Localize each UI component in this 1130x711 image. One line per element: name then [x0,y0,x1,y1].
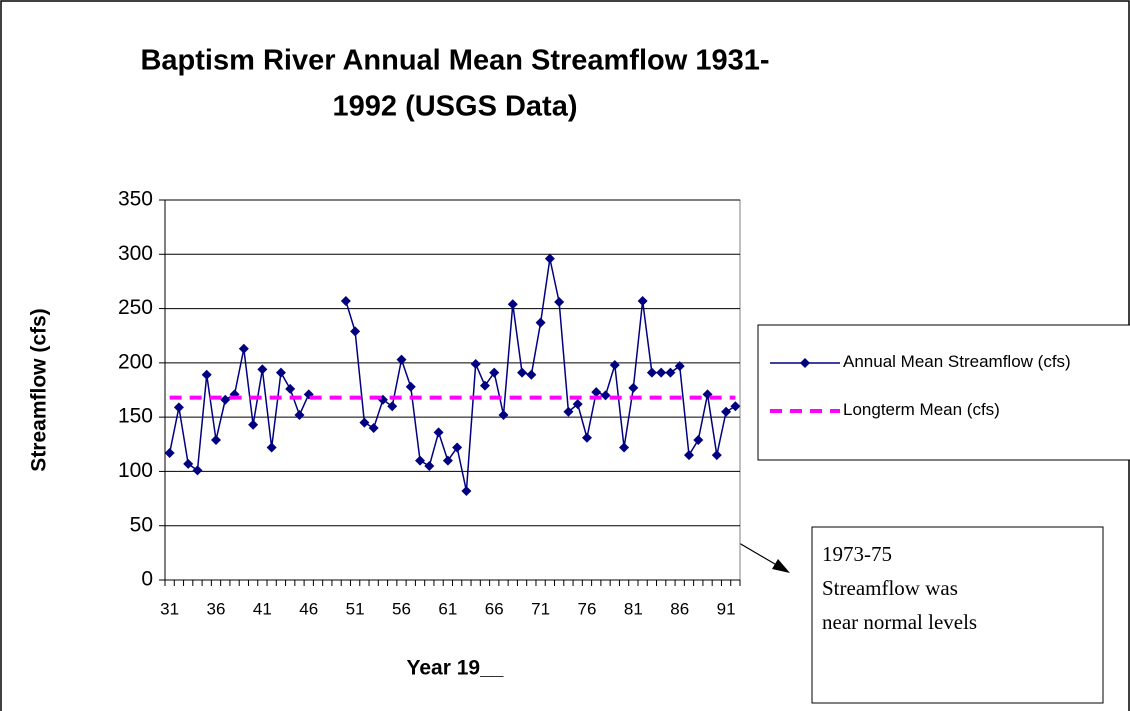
x-tick-label: 31 [160,599,179,618]
annotation-box [811,526,1104,704]
legend-entry: Annual Mean Streamflow (cfs) [843,352,1071,371]
chart-title: 1992 (USGS Data) [333,91,578,123]
data-point [591,387,602,398]
y-tick-label: 50 [130,513,153,536]
data-point [433,427,444,438]
data-point [405,381,416,392]
data-point [396,354,407,365]
x-tick-label: 56 [392,599,411,618]
data-point [600,390,611,401]
data-point [637,295,648,306]
data-point [665,367,676,378]
x-tick-label: 66 [485,599,504,618]
data-point [257,364,268,375]
data-point [683,450,694,461]
data-point [461,485,472,496]
data-point [359,417,370,428]
x-tick-label: 41 [253,599,272,618]
y-tick-label: 0 [141,568,153,591]
data-point [646,367,657,378]
x-tick-label: 81 [624,599,643,618]
data-point [544,253,555,264]
data-point [498,409,509,420]
data-point [275,367,286,378]
data-point [609,360,620,371]
data-point [581,432,592,443]
y-tick-label: 250 [118,296,153,319]
data-point [619,442,630,453]
data-point [563,406,574,417]
data-point [387,401,398,412]
data-point [350,326,361,337]
data-point [554,297,565,308]
annotation-text: near normal levels [822,610,977,634]
data-point [693,434,704,445]
chart-title: Baptism River Annual Mean Streamflow 193… [140,45,769,77]
data-point [572,399,583,410]
y-tick-label: 300 [118,242,153,265]
x-tick-label: 91 [717,599,736,618]
legend-label: Longterm Mean (cfs) [843,400,1000,419]
data-point [285,383,296,394]
legend-entry: Longterm Mean (cfs) [843,400,1000,419]
annotation-text: Streamflow was [822,576,958,600]
data-point [211,434,222,445]
data-point [415,455,426,466]
data-point [424,461,435,471]
data-point [470,358,481,369]
data-point [517,367,528,378]
x-tick-label: 61 [438,599,457,618]
legend-marker [800,358,810,368]
data-point [674,361,685,372]
data-point [340,295,351,306]
data-point [183,458,194,469]
data-point [730,401,741,412]
data-point [479,380,490,391]
data-point [711,450,722,461]
data-point [164,447,175,458]
data-point [294,409,305,420]
x-axis-label: Year 19__ [407,657,504,680]
data-point [442,455,453,466]
data-point [535,317,546,328]
x-tick-label: 71 [531,599,550,618]
data-point [656,367,667,378]
data-point [489,367,500,378]
data-point [721,406,732,417]
data-point [248,419,259,430]
data-point [507,299,518,310]
x-tick-label: 46 [299,599,318,618]
data-point [220,394,231,405]
data-point [192,465,203,476]
y-axis-label: Streamflow (cfs) [28,308,51,471]
y-tick-label: 350 [118,188,153,211]
x-tick-label: 86 [670,599,689,618]
x-tick-label: 36 [207,599,226,618]
y-tick-label: 150 [118,405,153,428]
y-tick-label: 200 [118,350,153,373]
plot-area [164,199,741,581]
data-point [368,423,379,433]
x-tick-label: 51 [346,599,365,618]
data-point [238,343,249,354]
data-point [628,382,639,393]
arrow-head [772,559,790,573]
legend-box [757,324,1130,461]
data-point [526,369,537,380]
data-point [173,402,184,413]
data-point [266,442,277,453]
data-point [201,369,212,380]
data-point [452,442,463,453]
annotation-text: 1973-75 [822,542,892,566]
x-tick-label: 76 [578,599,597,618]
y-tick-label: 100 [118,459,153,482]
legend-label: Annual Mean Streamflow (cfs) [843,352,1071,371]
